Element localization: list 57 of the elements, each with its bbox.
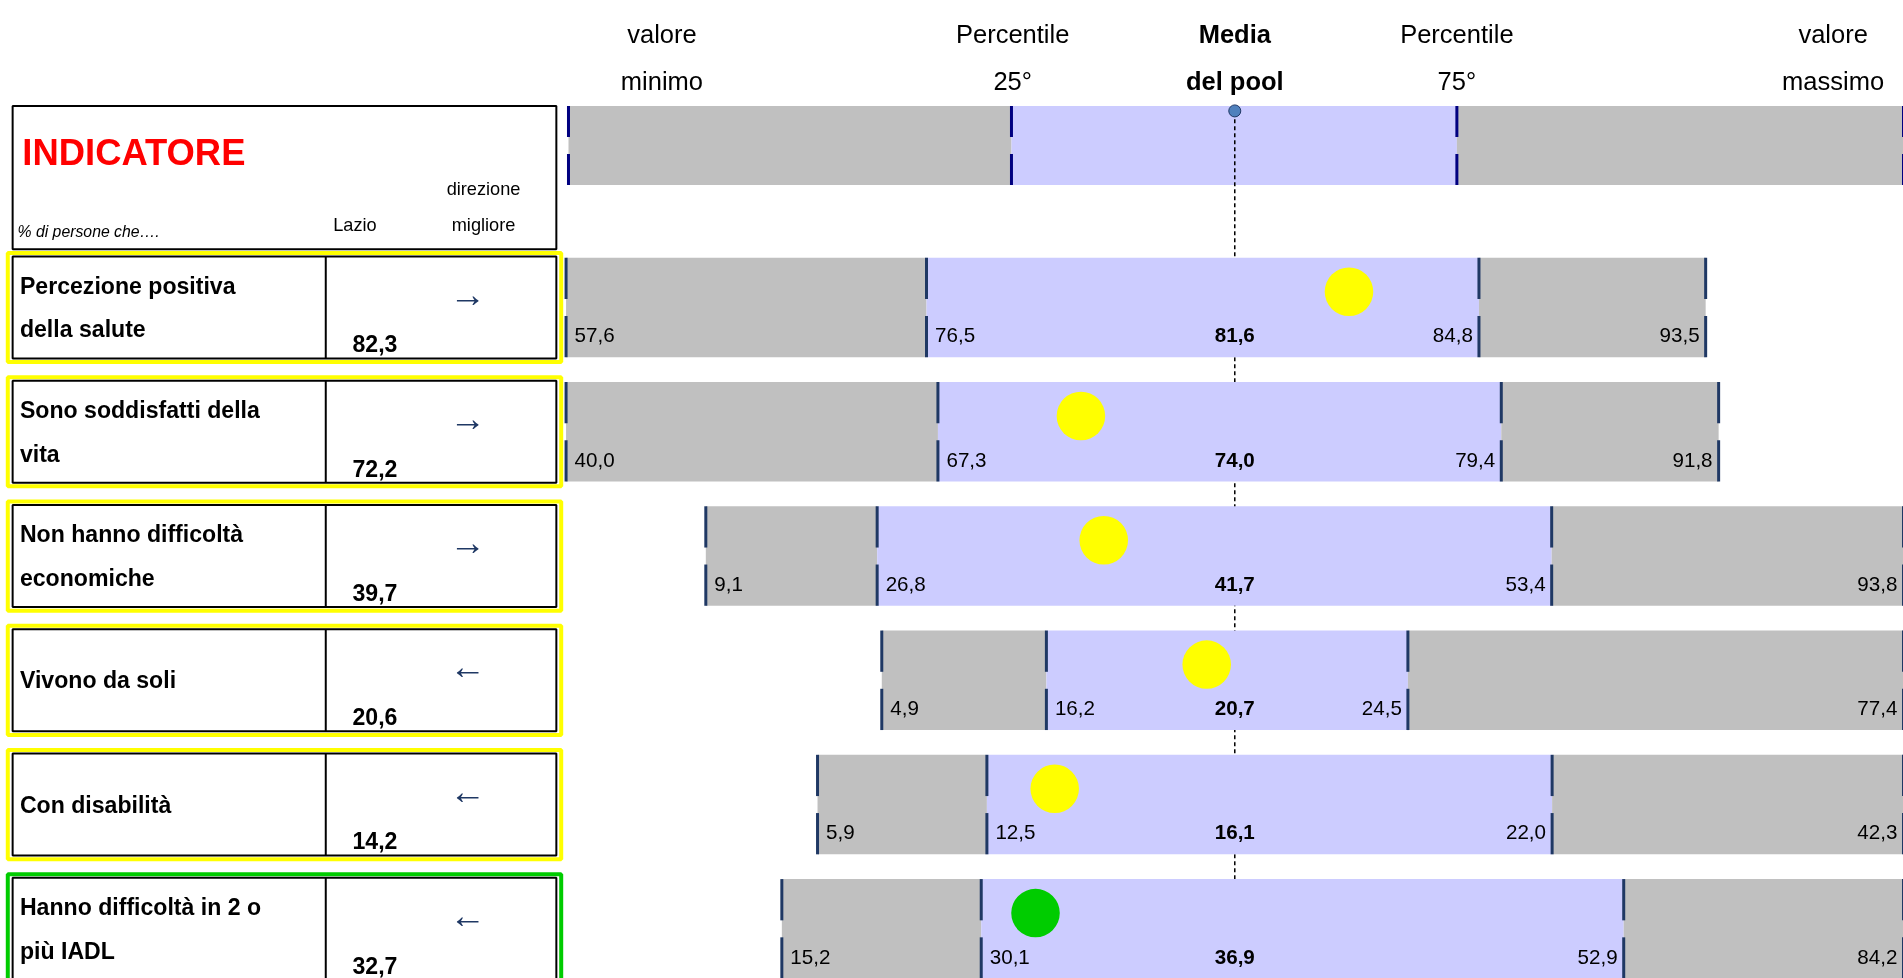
data-label: 20,7: [1214, 696, 1255, 720]
data-label: 20,6: [352, 704, 398, 731]
data-label: 84,2: [1857, 944, 1898, 968]
data-label: 22,0: [1505, 820, 1547, 844]
text: ←: [449, 646, 486, 688]
text: →: [449, 397, 486, 439]
category-label: Sono soddisfatti della vita: [19, 396, 261, 467]
text: →: [449, 522, 486, 564]
data-label: 16,1: [1214, 820, 1255, 844]
data-label: 5,9: [826, 820, 855, 844]
data-label: 9,1: [714, 571, 743, 595]
data-label: 91,8: [1672, 447, 1713, 471]
data-label: 77,4: [1857, 696, 1898, 720]
data-label: 30,1: [989, 944, 1030, 968]
data-label: 39,7: [352, 579, 398, 606]
data-label: 93,8: [1857, 571, 1898, 595]
data-label: 82,3: [352, 331, 398, 358]
category-label: Non hanno difficoltà economiche: [19, 521, 244, 591]
text: valore massimo: [1782, 20, 1885, 95]
data-label: 32,7: [352, 952, 398, 978]
data-label: 14,2: [352, 828, 398, 855]
text: ←: [449, 894, 486, 936]
data-label: 74,0: [1214, 447, 1255, 471]
data-label: 12,5: [995, 820, 1036, 844]
text: Percentile 25°: [955, 20, 1070, 95]
data-label: 40,0: [574, 447, 615, 471]
data-label: 42,3: [1857, 820, 1898, 844]
data-label: 15,2: [790, 944, 831, 968]
data-label: 36,9: [1214, 944, 1255, 968]
text: valore minimo: [620, 20, 704, 95]
text: direzione migliore: [446, 178, 521, 235]
data-label: 24,5: [1361, 696, 1402, 720]
text: Percentile 75°: [1400, 20, 1514, 95]
category-label: Con disabilità: [19, 791, 172, 818]
data-label: 79,4: [1455, 447, 1496, 471]
data-label: 84,8: [1432, 323, 1473, 347]
data-label: 4,9: [890, 696, 919, 720]
text: Lazio: [333, 214, 377, 235]
text: Media del pool: [1185, 20, 1284, 95]
text: % di persone che….: [17, 222, 160, 240]
data-label: 76,5: [935, 323, 976, 347]
category-label: Hanno difficoltà in 2 o più IADL: [19, 893, 262, 964]
text: INDICATORE: [22, 131, 246, 173]
text: →: [449, 273, 486, 315]
data-label: 16,2: [1054, 696, 1095, 720]
data-label: 26,8: [885, 571, 926, 595]
data-label: 41,7: [1214, 571, 1255, 595]
category-label: Vivono da soli: [19, 667, 177, 694]
data-label: 72,2: [352, 455, 398, 482]
data-label: 57,6: [574, 323, 615, 347]
data-label: 93,5: [1659, 323, 1700, 347]
data-label: 52,9: [1577, 944, 1618, 968]
data-label: 67,3: [946, 447, 987, 471]
data-label: 53,4: [1505, 571, 1546, 595]
category-label: Percezione positiva della salute: [19, 272, 236, 343]
data-label: 81,6: [1214, 323, 1255, 347]
text: ←: [449, 770, 486, 812]
